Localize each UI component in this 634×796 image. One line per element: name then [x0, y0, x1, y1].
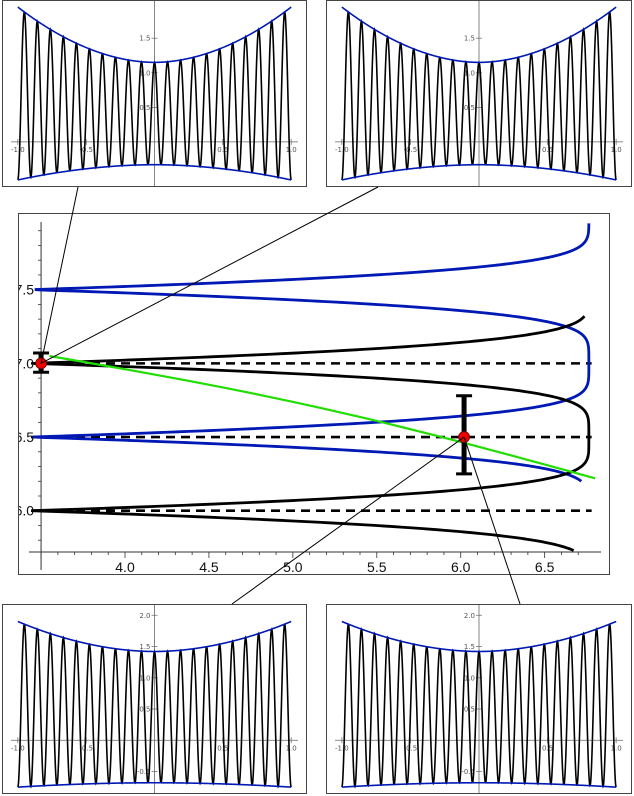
y-tick-label: 6.5: [19, 429, 34, 445]
x-tick-label: 0.5: [217, 146, 228, 154]
y-tick-label: 2.0: [139, 612, 150, 620]
x-tick-label: -1.0: [335, 744, 349, 752]
lower-envelope: [341, 781, 617, 788]
x-tick-label: -0.5: [404, 744, 418, 752]
y-tick-label: 1.5: [464, 35, 475, 43]
x-tick-label: 1.0: [286, 146, 297, 154]
y-tick-label: 1.5: [139, 643, 150, 651]
x-tick-label: 1.0: [611, 146, 622, 154]
x-tick-label: -1.0: [11, 146, 25, 154]
inset-bottom-right-plot: -1.0 -0.5 0.5 1.0-0.50.51.01.52.0: [335, 605, 623, 793]
x-tick-label: -1.0: [11, 744, 25, 752]
x-tick-label: 0.5: [542, 744, 553, 752]
y-tick-label: -0.5: [137, 768, 151, 776]
inset-bottom-left-plot: -1.0 -0.5 0.5 1.0-0.50.51.01.52.0: [11, 605, 298, 793]
upper-envelope: [341, 6, 617, 64]
x-tick-label: 1.0: [611, 744, 622, 752]
x-tick-label: 4.5: [199, 559, 219, 574]
y-tick-label: 1.5: [464, 643, 475, 651]
x-tick-label: -0.5: [404, 146, 418, 154]
inset-top-right: -1.0 -0.5 0.5 1.0 0.5 1.0 1.5: [326, 0, 632, 187]
x-tick-label: 6.5: [535, 559, 555, 574]
x-tick-label: -0.5: [79, 146, 93, 154]
lower-envelope: [341, 163, 617, 181]
x-tick-label: 0.5: [542, 146, 553, 154]
y-tick-label: 7.5: [19, 282, 34, 298]
x-tick-label: 0.5: [217, 744, 228, 752]
y-tick-label: -0.5: [461, 768, 475, 776]
inset-bottom-left: -1.0 -0.5 0.5 1.0 -0.5 0.5 1.0 1.5 2.0: [2, 604, 307, 794]
inset-top-right-plot: -1.0 -0.5 0.5 1.00.51.01.5: [335, 1, 623, 186]
y-tick-label: 1.0: [139, 69, 150, 77]
y-tick-label: 1.0: [139, 674, 150, 682]
upper-envelope: [341, 620, 617, 653]
x-tick-label: 1.0: [286, 744, 297, 752]
y-tick-label: 1.0: [464, 674, 475, 682]
x-tick-label: 5.5: [367, 559, 387, 574]
inset-top-left: -1.0 -0.5 0.5 1.0 0.5 1.0 1.5: [2, 0, 307, 187]
marker-point: [35, 357, 47, 370]
x-tick-label: -1.0: [335, 146, 349, 154]
y-tick-label: 2.0: [464, 612, 475, 620]
upper-envelope: [17, 620, 292, 653]
x-tick-label: -0.5: [79, 744, 93, 752]
blue-curve: [32, 223, 591, 483]
x-tick-label: 4.0: [115, 559, 135, 574]
lower-envelope: [17, 163, 292, 181]
marker-point: [458, 431, 470, 443]
main-chart-panel: 4.0 4.5 5.0 5.5 6.0 6.5 6.0 6.5 7.0 7.5: [18, 213, 610, 575]
main-chart: 4.0 4.5 5.0 5.5 6.0 6.5 6.0 6.5 7.0 7.5: [19, 222, 601, 574]
inset-top-left-plot: -1.0 -0.5 0.5 1.00.51.01.5: [11, 1, 298, 186]
inset-bottom-right: -1.0 -0.5 0.5 1.0 -0.5 0.5 1.0 1.5 2.0: [326, 604, 632, 794]
lower-envelope: [17, 781, 292, 788]
y-tick-label: 1.5: [139, 35, 150, 43]
upper-envelope: [17, 6, 292, 64]
y-tick-label: 1.0: [464, 69, 475, 77]
y-tick-label: 6.0: [19, 503, 34, 519]
y-tick-label: 7.0: [19, 355, 34, 371]
x-tick-label: 6.0: [451, 559, 471, 574]
x-tick-label: 5.0: [283, 559, 303, 574]
